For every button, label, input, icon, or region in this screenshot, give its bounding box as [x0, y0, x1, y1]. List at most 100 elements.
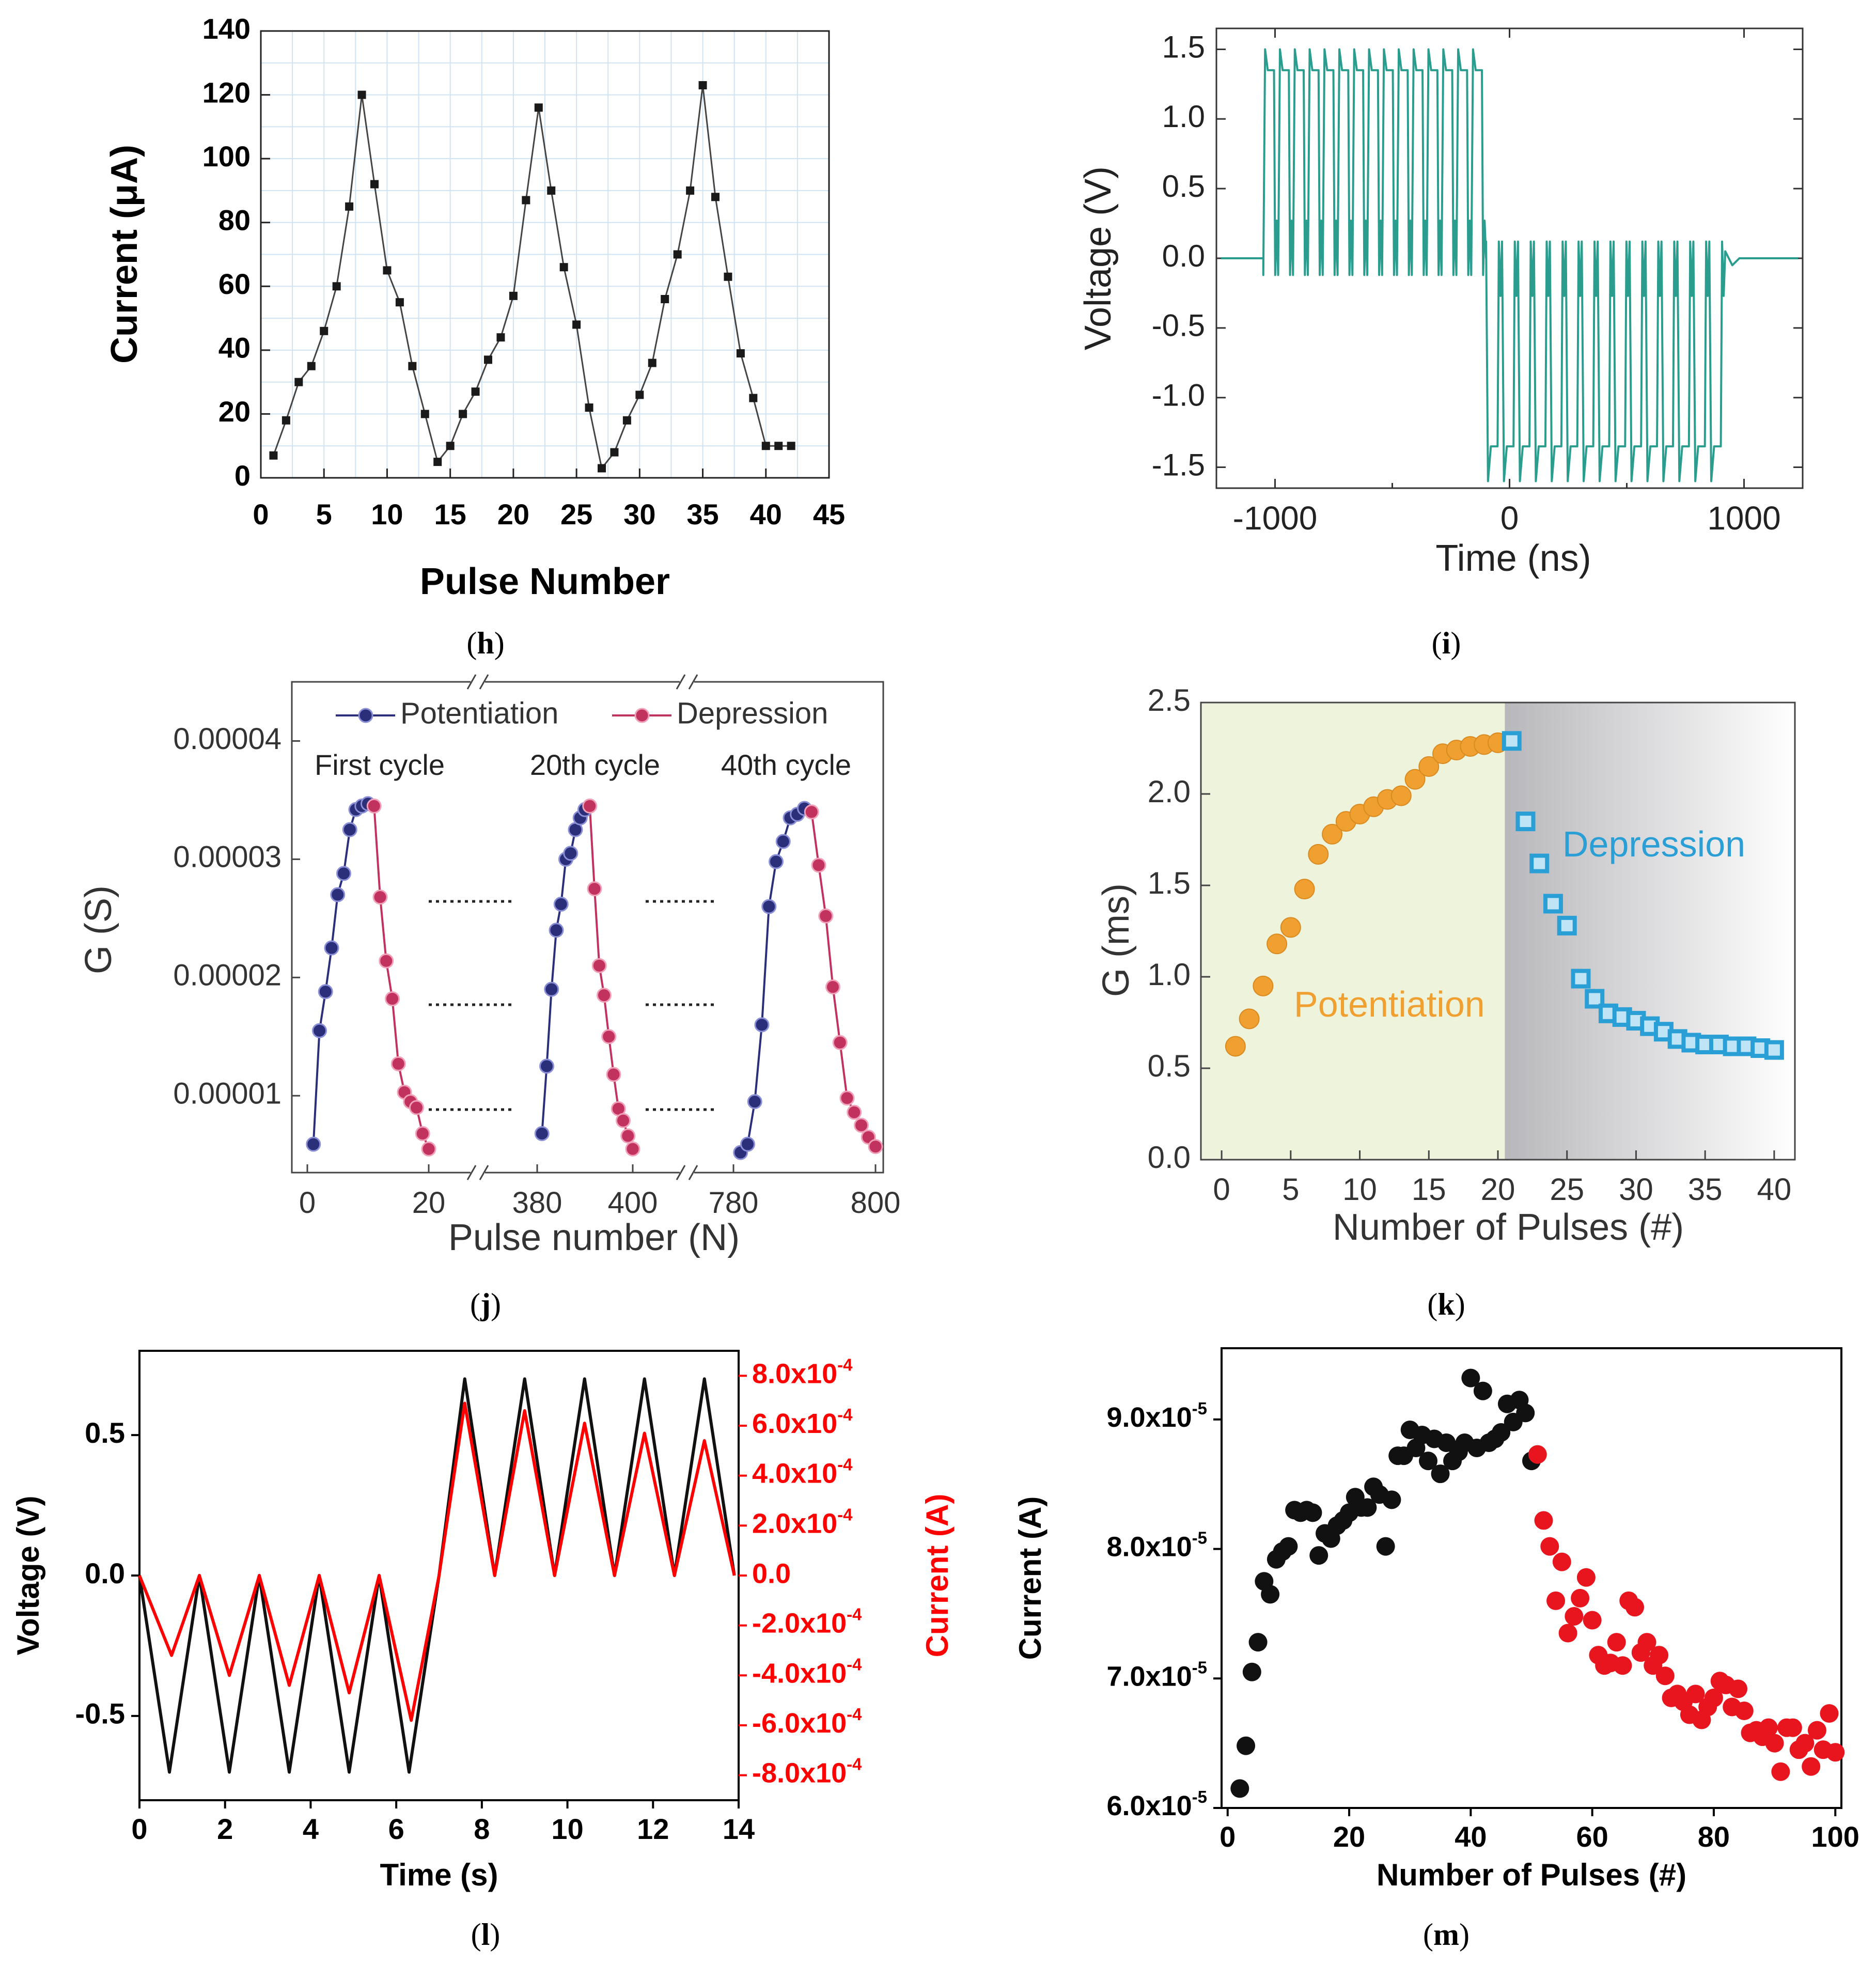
depression-point [832, 1035, 848, 1050]
potentiation-point [318, 984, 333, 1000]
y-tick-label: 1.0 [1162, 99, 1205, 134]
depression-point [1557, 915, 1577, 935]
data-point-second [1546, 1591, 1566, 1610]
x-tick-label: 45 [813, 498, 845, 531]
data-point [383, 266, 392, 275]
data-point-second [1637, 1633, 1656, 1652]
y-tick-label: 0.5 [85, 1416, 125, 1449]
data-point-first [1248, 1633, 1268, 1652]
x-tick-label: 25 [560, 498, 592, 531]
panel-caption: (l) [471, 1917, 501, 1952]
depression-point [847, 1104, 862, 1120]
y-tick-label: -0.5 [1152, 308, 1205, 343]
data-point [761, 442, 770, 450]
x-tick-label: 35 [1688, 1172, 1723, 1207]
data-point-second [1765, 1734, 1784, 1753]
x-tick-label: 30 [623, 498, 655, 531]
y-tick-label: 0.00004 [173, 722, 282, 756]
y-tick-label: 40 [218, 332, 251, 364]
y-tick-label: 60 [218, 268, 251, 300]
data-point [433, 458, 442, 466]
potentiation-point [1322, 823, 1343, 845]
data-point [572, 320, 581, 329]
potentiation-point [324, 940, 339, 956]
axis-break-mark [688, 674, 698, 690]
data-point [622, 416, 631, 425]
potentiation-point [740, 1136, 755, 1152]
x-tick-label: 10 [371, 498, 403, 531]
potentiation-point [549, 923, 564, 938]
x-tick-label: 100 [1811, 1820, 1859, 1853]
data-point-second [1802, 1757, 1821, 1776]
y-tick-label: 0.00002 [173, 959, 282, 992]
depression-point [1529, 853, 1550, 874]
potentiation-point [312, 1023, 327, 1038]
depression-point [868, 1139, 883, 1155]
data-point [635, 391, 644, 399]
axis-break-mark [479, 1165, 489, 1180]
data-point [698, 81, 707, 90]
depression-point [366, 798, 382, 814]
data-point-second [1583, 1611, 1602, 1630]
depression-point [587, 881, 602, 897]
depression-point [597, 988, 612, 1003]
y-tick-label: 6.0x10-5 [1106, 1787, 1207, 1821]
y-right-tick-label: -6.0x10-4 [752, 1705, 862, 1739]
x-axis-label: Time (s) [380, 1858, 498, 1892]
panel-j: 0.00001 0.00002 0.00003 0.00004 0 20 380 400 780… [78, 674, 900, 1321]
y-axis-label: G (ms) [1096, 883, 1137, 997]
x-tick-label: 0 [1500, 500, 1519, 537]
depression-point [582, 798, 598, 814]
y-tick-label: 0.00001 [173, 1077, 282, 1111]
depression-point [825, 979, 840, 995]
x-tick-label: 20 [1481, 1172, 1515, 1207]
depression-region [1505, 703, 1795, 1160]
y-tick-label: 7.0x10-5 [1106, 1658, 1207, 1692]
depression-point [625, 1141, 640, 1157]
panel-caption: (j) [470, 1287, 501, 1321]
potentiation-point [754, 1017, 770, 1033]
panel-caption: (m) [1423, 1917, 1469, 1952]
data-point-second [1807, 1721, 1826, 1740]
data-point [307, 362, 316, 370]
y-tick-label: -1.0 [1152, 378, 1205, 413]
depression-point [379, 953, 394, 969]
x-tick-label: 40 [750, 498, 782, 531]
data-point-second [1686, 1685, 1705, 1704]
data-point-second [1540, 1537, 1559, 1556]
depression-point [620, 1128, 636, 1144]
data-point-second [1528, 1445, 1547, 1464]
data-point-second [1576, 1568, 1596, 1587]
depression-point [1571, 969, 1591, 989]
y-tick-label: 0.5 [1148, 1049, 1191, 1083]
y-tick-label: 2.5 [1148, 683, 1191, 718]
panel-m: 0 20 40 60 80 100 6.0x10-5 7.0x10-5 8.0x10-5 9.0x… [1013, 1347, 1859, 1952]
x-tick-label: 12 [637, 1813, 669, 1845]
data-point-second [1552, 1552, 1571, 1571]
y-tick-label: 20 [218, 395, 251, 428]
legend-label-depression: Depression [677, 696, 828, 730]
x-tick-label: 5 [316, 498, 332, 531]
data-point [534, 103, 543, 112]
depression-point [616, 1113, 631, 1128]
x-tick-label: 20 [412, 1186, 446, 1220]
potentiation-point [534, 1126, 550, 1141]
data-point [522, 196, 530, 205]
data-point [736, 349, 745, 358]
panel-caption: (h) [466, 626, 504, 660]
data-point [459, 410, 467, 418]
potentiation-point [336, 866, 351, 881]
data-point [661, 295, 669, 303]
data-point-second [1571, 1588, 1590, 1608]
cycle-annotation: 40th cycle [721, 748, 851, 781]
y-tick-label: 1.0 [1148, 957, 1191, 992]
data-point [598, 464, 606, 473]
depression-point [385, 991, 400, 1006]
x-axis-label: Pulse number (N) [448, 1217, 740, 1258]
x-tick-label: 35 [686, 498, 718, 531]
potentiation-point [330, 887, 346, 902]
y-right-tick-label: 0.0 [752, 1558, 791, 1589]
data-point [320, 326, 329, 335]
x-tick-label: 40 [1455, 1820, 1487, 1853]
